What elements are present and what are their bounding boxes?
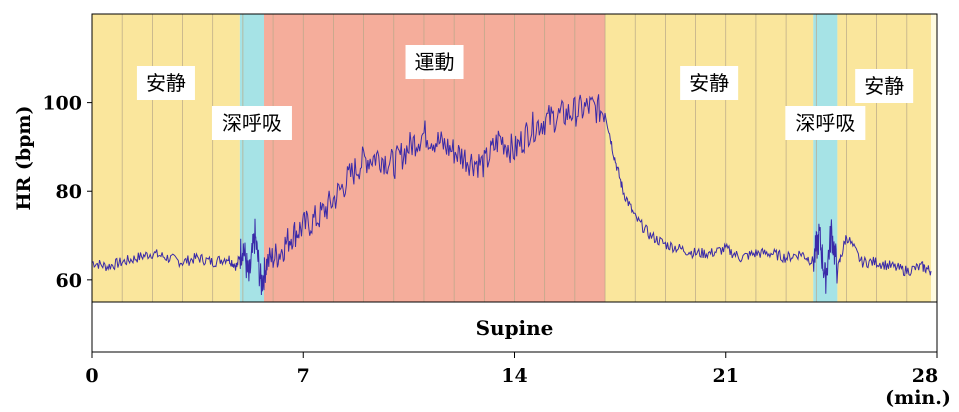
y-axis: 60 80 100 [42,93,92,292]
x-axis-title: (min.) [885,387,951,409]
y-tick-label: 80 [56,181,82,203]
hr-series-line [91,94,932,296]
phase-band [837,14,931,302]
phase-label: 安静 [146,71,186,95]
phase-label: 運動 [415,50,455,74]
phase-label: 安静 [864,74,904,98]
phase-band [92,14,240,302]
x-tick-label: 7 [297,365,310,387]
phase-label: 深呼吸 [795,111,855,135]
x-tick-label: 28 [912,365,938,387]
phase-band [813,14,838,302]
phase-label-box [855,69,914,103]
y-axis-title: HR (bpm) [13,105,35,210]
phase-label: 深呼吸 [222,111,282,135]
phase-band [239,14,265,302]
phase-label-box [785,106,866,140]
phase-label: 安静 [689,71,729,95]
x-tick-label: 14 [501,365,527,387]
y-tick-label: 60 [56,270,82,292]
posture-strip: Supine [91,301,938,353]
x-axis: 0 7 14 21 28 [85,352,938,387]
posture-label: Supine [476,316,554,340]
y-tick-label: 100 [42,93,82,115]
phase-label-box [211,106,292,140]
phase-label-box [136,66,195,100]
posture-box [91,301,938,353]
x-tick-label: 0 [85,365,98,387]
phase-band [605,14,814,302]
phase-label-box [680,66,739,100]
x-tick-label: 21 [713,365,739,387]
phase-label-box [405,45,464,79]
series-layer [91,94,932,296]
